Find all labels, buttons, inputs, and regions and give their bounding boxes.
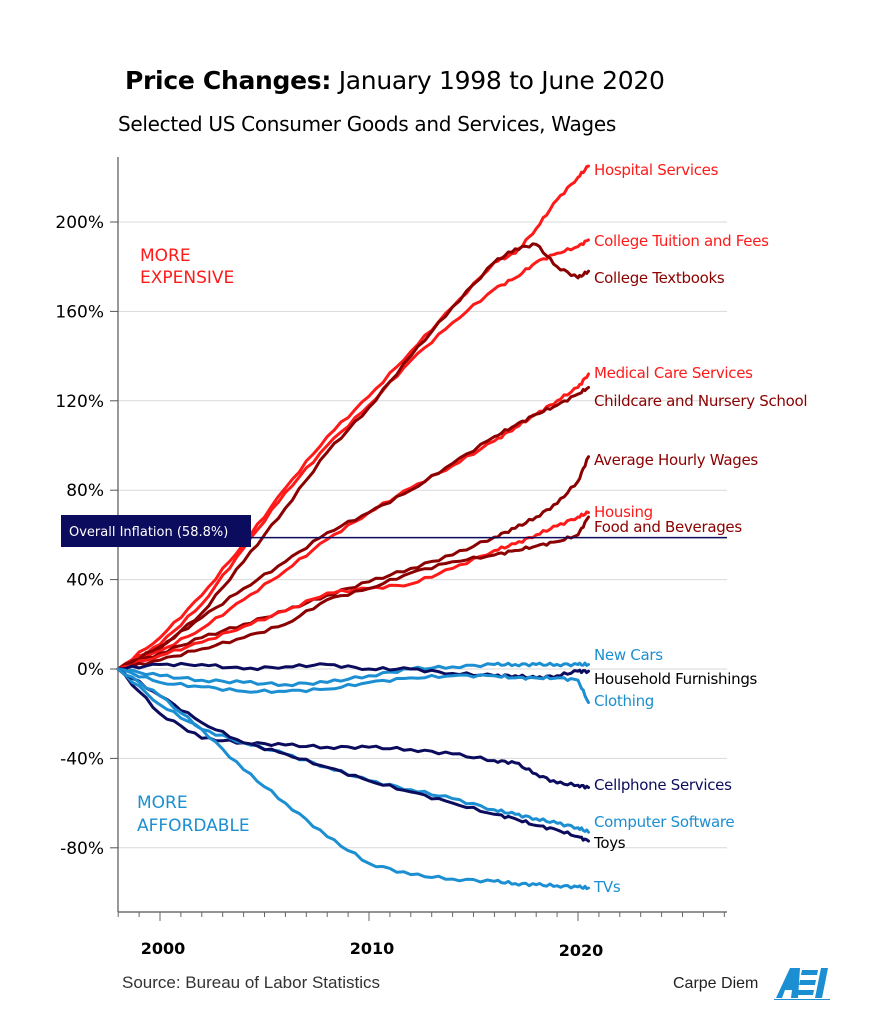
series-label: Computer Software — [594, 813, 734, 831]
x-tick-label: 2020 — [559, 941, 604, 960]
y-tick-label: 40% — [66, 571, 104, 591]
series-line-housing — [116, 510, 590, 671]
series-label: Housing — [594, 503, 653, 521]
series-line-toys — [116, 667, 590, 843]
series-label: Toys — [593, 834, 626, 852]
series-line-clothing — [116, 667, 590, 704]
y-tick-label: 0% — [77, 660, 104, 680]
x-tick-label: 2010 — [350, 939, 395, 958]
chart-subtitle: Selected US Consumer Goods and Services,… — [118, 112, 616, 136]
x-tick-label: 2000 — [141, 939, 186, 958]
more-expensive-label-line1: MORE — [140, 246, 191, 266]
series-label: TVs — [593, 878, 621, 896]
title-rest: January 1998 to June 2020 — [338, 66, 665, 95]
aei-logo-icon — [774, 968, 830, 1000]
y-tick-label: 120% — [55, 392, 104, 412]
series-label: College Tuition and Fees — [594, 232, 769, 250]
y-tick-label: 80% — [66, 481, 104, 501]
series-line-college-textbooks — [116, 242, 590, 671]
chart-title: Price Changes: January 1998 to June 2020 — [125, 66, 665, 95]
annotations: Overall Inflation (58.8%)MOREEXPENSIVEMO… — [61, 246, 727, 836]
series-group — [116, 164, 590, 891]
source-note: Source: Bureau of Labor Statistics — [122, 973, 380, 992]
series-line-college-tuition-and-fees — [116, 238, 590, 671]
series-line-medical-care-services — [116, 372, 590, 671]
series-label: New Cars — [594, 646, 663, 664]
series-line-childcare-and-nursery-school — [116, 385, 590, 671]
more-expensive-label-line2: EXPENSIVE — [140, 268, 234, 288]
series-label: College Textbooks — [594, 269, 725, 287]
series-label: Household Furnishings — [594, 670, 758, 688]
series-label: Cellphone Services — [594, 776, 732, 794]
y-tick-label: -80% — [60, 839, 104, 859]
brand-text: Carpe Diem — [673, 975, 759, 992]
series-line-hospital-services — [116, 164, 590, 671]
y-tick-label: 160% — [55, 302, 104, 322]
series-label: Hospital Services — [594, 161, 719, 179]
inflation-label-box — [61, 515, 251, 547]
series-line-computer-software — [116, 667, 590, 834]
more-affordable-label-line2: AFFORDABLE — [137, 816, 250, 836]
more-affordable-label-line1: MORE — [137, 793, 188, 813]
series-label: Average Hourly Wages — [594, 451, 758, 469]
series-label: Medical Care Services — [594, 364, 753, 382]
series-line-household-furnishings — [116, 661, 590, 681]
series-line-average-hourly-wages — [116, 455, 590, 671]
series-line-tvs — [116, 667, 590, 891]
inflation-label: Overall Inflation (58.8%) — [69, 525, 228, 540]
series-line-food-and-beverages — [116, 515, 590, 671]
series-label: Clothing — [594, 692, 654, 710]
series-labels: Hospital Services College Tuition and Fee… — [593, 161, 808, 896]
series-label: Food and Beverages — [594, 518, 742, 536]
title-bold: Price Changes: — [125, 66, 332, 95]
series-label: Childcare and Nursery School — [594, 392, 807, 410]
y-tick-label: 200% — [55, 213, 104, 233]
y-tick-label: -40% — [60, 749, 104, 769]
